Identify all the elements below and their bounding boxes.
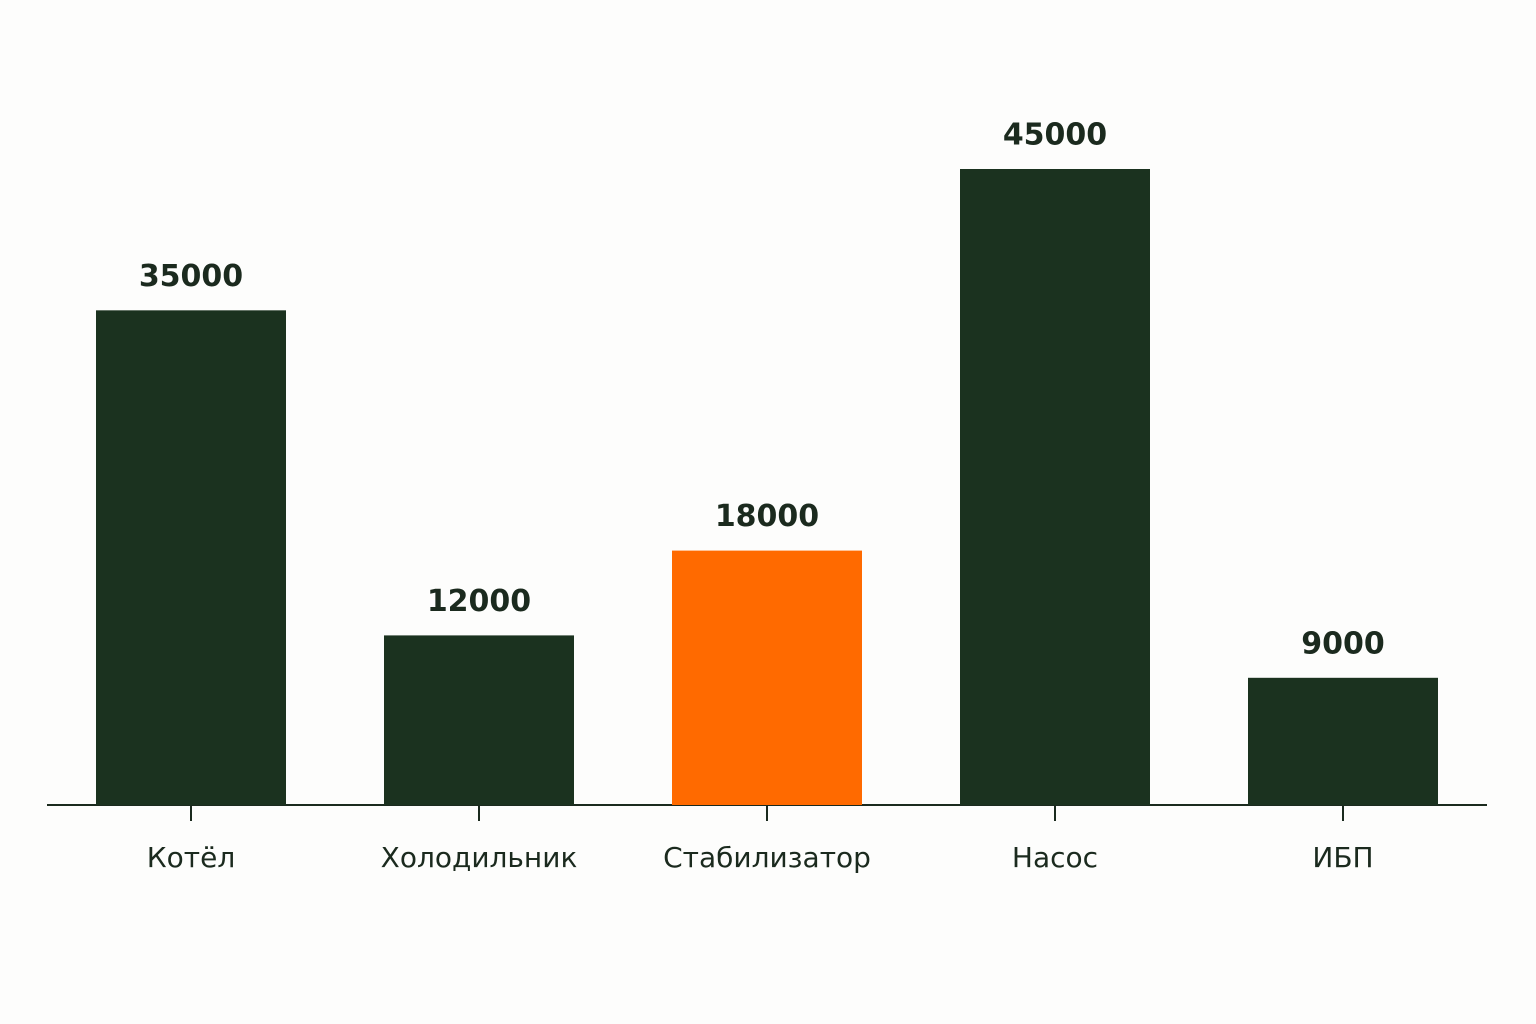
x-tick-label: Насос (1012, 841, 1098, 874)
x-tick-label: Стабилизатор (663, 841, 871, 874)
value-label: 35000 (139, 259, 243, 294)
bar (1248, 677, 1438, 805)
value-label: 12000 (427, 584, 531, 619)
value-label: 45000 (1003, 118, 1107, 153)
value-label: 9000 (1301, 626, 1385, 661)
bar (672, 550, 862, 805)
x-tick-label: ИБП (1312, 841, 1373, 874)
bar (96, 310, 286, 805)
x-tick-label: Холодильник (381, 841, 578, 874)
x-tick-label: Котёл (147, 841, 235, 874)
bar (384, 635, 574, 805)
bar (960, 169, 1150, 805)
value-label: 18000 (715, 499, 819, 534)
